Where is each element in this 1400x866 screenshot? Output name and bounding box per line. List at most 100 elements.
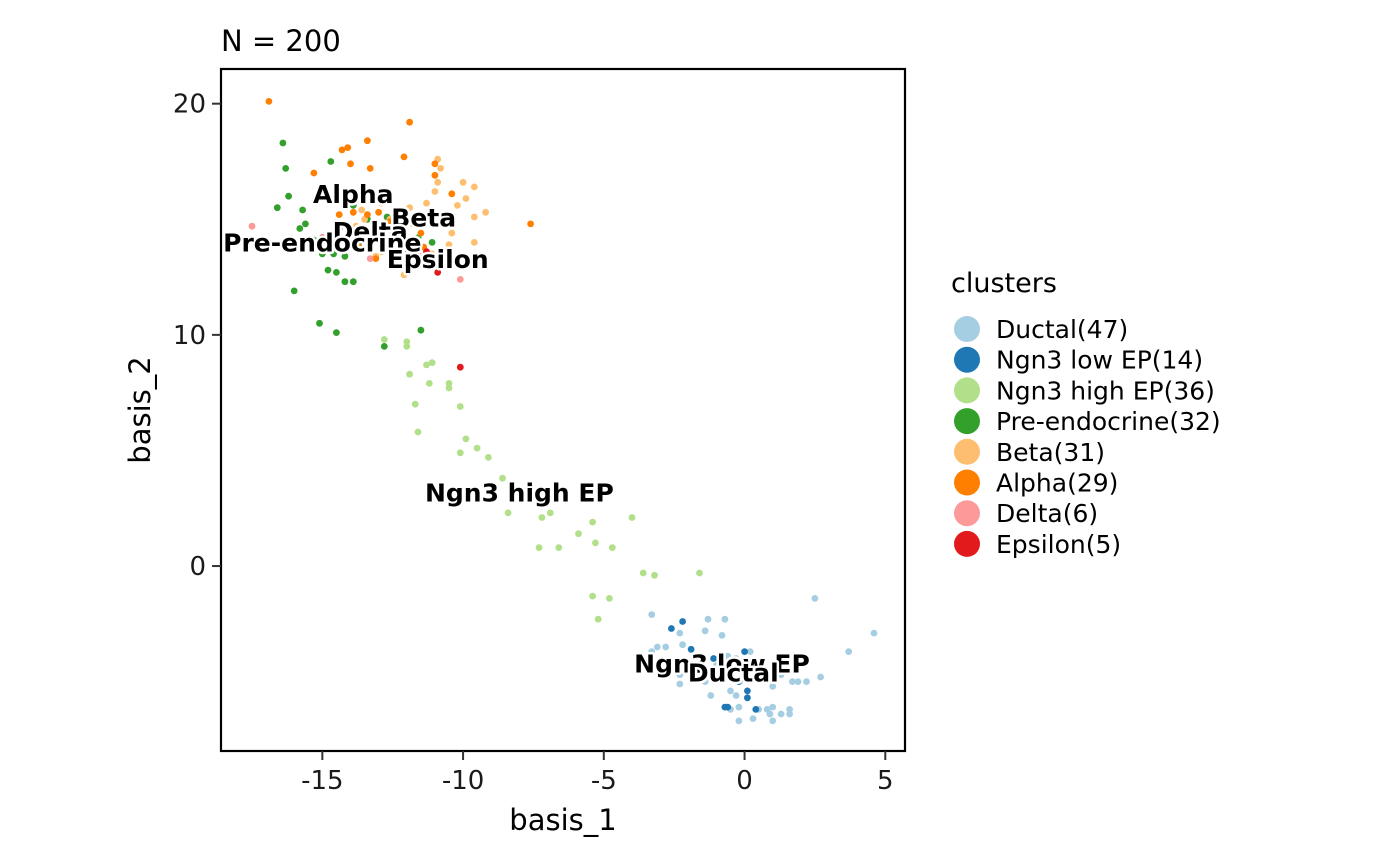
point-beta — [445, 241, 453, 249]
point-ngn3-high-ep — [608, 544, 616, 551]
point-ngn3-low-ep — [729, 675, 737, 683]
point-beta — [437, 220, 444, 228]
legend-swatch — [954, 530, 980, 557]
point-ductal — [870, 629, 878, 637]
point-ngn3-high-ep — [538, 502, 546, 510]
point-ductal — [713, 662, 720, 669]
point-beta — [400, 271, 408, 279]
cluster-label: Alpha — [313, 180, 393, 209]
y-tick-label: 0 — [189, 552, 206, 582]
point-pre-endocrine — [333, 329, 340, 336]
legend-swatch — [954, 438, 980, 465]
y-tick-label: 10 — [173, 321, 206, 351]
point-delta — [366, 255, 374, 262]
y-tick-label: 20 — [173, 90, 206, 120]
point-ngn3-high-ep — [513, 486, 520, 494]
point-beta — [372, 220, 380, 228]
point-ngn3-high-ep — [380, 336, 388, 343]
point-ductal — [721, 615, 729, 623]
point-alpha — [310, 169, 318, 177]
y-axis: 0 10 20 — [173, 90, 221, 582]
point-ngn3-low-ep — [741, 648, 748, 655]
point-ductal — [679, 641, 686, 649]
point-ngn3-high-ep — [445, 384, 453, 392]
point-pre-endocrine — [341, 252, 349, 260]
point-ductal — [676, 671, 684, 679]
point-alpha — [364, 211, 371, 219]
point-ngn3-low-ep — [744, 694, 751, 702]
point-beta — [431, 188, 439, 195]
cluster-label: Pre-endocrine — [223, 229, 421, 258]
point-pre-endocrine — [425, 259, 433, 267]
point-ngn3-high-ep — [456, 403, 464, 410]
point-beta — [358, 206, 366, 214]
point-ductal — [789, 678, 796, 685]
legend-label: Ngn3 low EP(14) — [996, 346, 1203, 375]
point-epsilon — [394, 239, 402, 246]
point-pre-endocrine — [380, 343, 388, 350]
point-ngn3-high-ep — [423, 361, 430, 369]
point-ngn3-high-ep — [589, 592, 596, 600]
point-epsilon — [434, 269, 442, 276]
point-ngn3-low-ep — [721, 662, 729, 669]
legend-label: Ductal(47) — [996, 315, 1128, 344]
point-ductal — [676, 680, 684, 688]
legend-label: Ngn3 high EP(36) — [996, 376, 1215, 405]
point-pre-endocrine — [417, 326, 425, 334]
point-alpha — [372, 255, 380, 262]
point-ngn3-high-ep — [425, 380, 433, 387]
point-ductal — [780, 664, 788, 672]
point-ductal — [704, 615, 712, 623]
x-tick-label: -15 — [301, 766, 343, 796]
point-ngn3-high-ep — [546, 509, 554, 517]
point-beta — [470, 183, 478, 191]
point-alpha — [406, 118, 413, 126]
legend-swatch — [954, 316, 980, 342]
point-beta — [352, 222, 360, 230]
point-ductal — [777, 671, 785, 679]
point-ngn3-high-ep — [462, 435, 470, 443]
point-alpha — [386, 218, 394, 226]
point-ductal — [648, 648, 656, 655]
point-alpha — [400, 153, 408, 161]
point-alpha — [527, 220, 534, 228]
point-beta — [434, 178, 442, 186]
point-ngn3-low-ep — [721, 703, 729, 711]
point-ductal — [803, 678, 810, 685]
point-pre-endocrine — [299, 206, 306, 214]
point-beta — [414, 213, 422, 221]
point-ngn3-low-ep — [679, 618, 686, 625]
point-beta — [378, 199, 385, 207]
point-alpha — [375, 208, 382, 216]
point-ductal — [732, 655, 740, 662]
point-epsilon — [456, 363, 464, 371]
point-ductal — [676, 629, 684, 637]
point-ngn3-high-ep — [535, 544, 543, 551]
point-alpha — [338, 146, 346, 154]
point-ductal — [662, 643, 670, 651]
point-beta — [459, 178, 467, 186]
point-alpha — [265, 98, 273, 105]
point-ngn3-high-ep — [555, 544, 563, 551]
point-ngn3-high-ep — [499, 474, 506, 482]
point-ngn3-high-ep — [406, 370, 413, 378]
point-pre-endocrine — [279, 139, 287, 147]
point-beta — [428, 250, 436, 258]
point-alpha — [400, 225, 408, 232]
x-tick-label: -5 — [591, 766, 617, 796]
point-beta — [397, 232, 405, 239]
legend-swatch — [954, 500, 980, 527]
point-pre-endocrine — [318, 250, 326, 258]
point-ductal — [769, 717, 777, 725]
legend: clusters Ductal(47)Ngn3 low EP(14)Ngn3 h… — [951, 268, 1221, 559]
legend-label: Alpha(29) — [996, 469, 1118, 498]
legend-label: Epsilon(5) — [996, 530, 1121, 559]
point-ngn3-high-ep — [606, 595, 613, 602]
point-epsilon — [423, 248, 430, 256]
point-ngn3-low-ep — [763, 673, 771, 681]
point-beta — [470, 239, 478, 246]
point-ductal — [724, 652, 732, 660]
point-pre-endocrine — [290, 287, 298, 295]
point-alpha — [417, 229, 425, 237]
legend-swatch — [954, 377, 980, 404]
